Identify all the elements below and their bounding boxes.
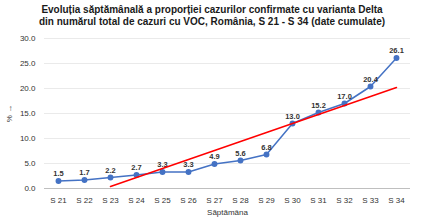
svg-text:2.7: 2.7 xyxy=(131,163,141,172)
svg-text:S 30: S 30 xyxy=(284,196,301,205)
svg-text:S 22: S 22 xyxy=(76,196,93,205)
svg-text:30.0: 30.0 xyxy=(20,34,36,43)
svg-text:1.5: 1.5 xyxy=(53,169,63,178)
svg-text:S 34: S 34 xyxy=(388,196,405,205)
svg-text:3.3: 3.3 xyxy=(183,160,193,169)
svg-text:S 21: S 21 xyxy=(50,196,67,205)
svg-text:4.9: 4.9 xyxy=(209,152,219,161)
svg-text:S 28: S 28 xyxy=(232,196,249,205)
svg-text:S 23: S 23 xyxy=(102,196,119,205)
svg-text:0.0: 0.0 xyxy=(24,184,36,193)
svg-text:5.0: 5.0 xyxy=(24,159,36,168)
html-text:Evoluția săptămânală a proporț: Evoluția săptămânală a proporției cazuri… xyxy=(41,4,383,15)
svg-text:S 31: S 31 xyxy=(310,196,327,205)
svg-text:26.1: 26.1 xyxy=(389,46,404,55)
svg-text:S 27: S 27 xyxy=(206,196,223,205)
svg-text:6.8: 6.8 xyxy=(261,143,271,152)
svg-text:S 26: S 26 xyxy=(180,196,197,205)
svg-text:15.0: 15.0 xyxy=(20,109,36,118)
svg-text:10.0: 10.0 xyxy=(20,134,36,143)
svg-text:20.0: 20.0 xyxy=(20,84,36,93)
svg-text:3.3: 3.3 xyxy=(157,160,168,170)
svg-text:S 32: S 32 xyxy=(336,196,353,205)
svg-text:Săptămâna: Săptămâna xyxy=(207,208,248,217)
svg-text:S 24: S 24 xyxy=(128,196,145,205)
svg-text:25.0: 25.0 xyxy=(20,59,36,68)
svg-text:17.0: 17.0 xyxy=(337,92,352,101)
svg-text:15.2: 15.2 xyxy=(311,101,326,110)
svg-text:S 33: S 33 xyxy=(362,196,379,205)
svg-text:13.0: 13.0 xyxy=(285,112,300,121)
svg-text:S 25: S 25 xyxy=(154,196,171,205)
svg-text:S 29: S 29 xyxy=(258,196,275,205)
svg-text:20.4: 20.4 xyxy=(363,75,378,84)
svg-text:% →: % → xyxy=(5,105,14,122)
html-text:din numărul total de cazuri cu: din numărul total de cazuri cu VOC, Româ… xyxy=(38,16,386,27)
svg-text:1.7: 1.7 xyxy=(79,168,89,177)
svg-text:5.6: 5.6 xyxy=(235,149,245,158)
svg-text:2.2: 2.2 xyxy=(105,166,115,175)
